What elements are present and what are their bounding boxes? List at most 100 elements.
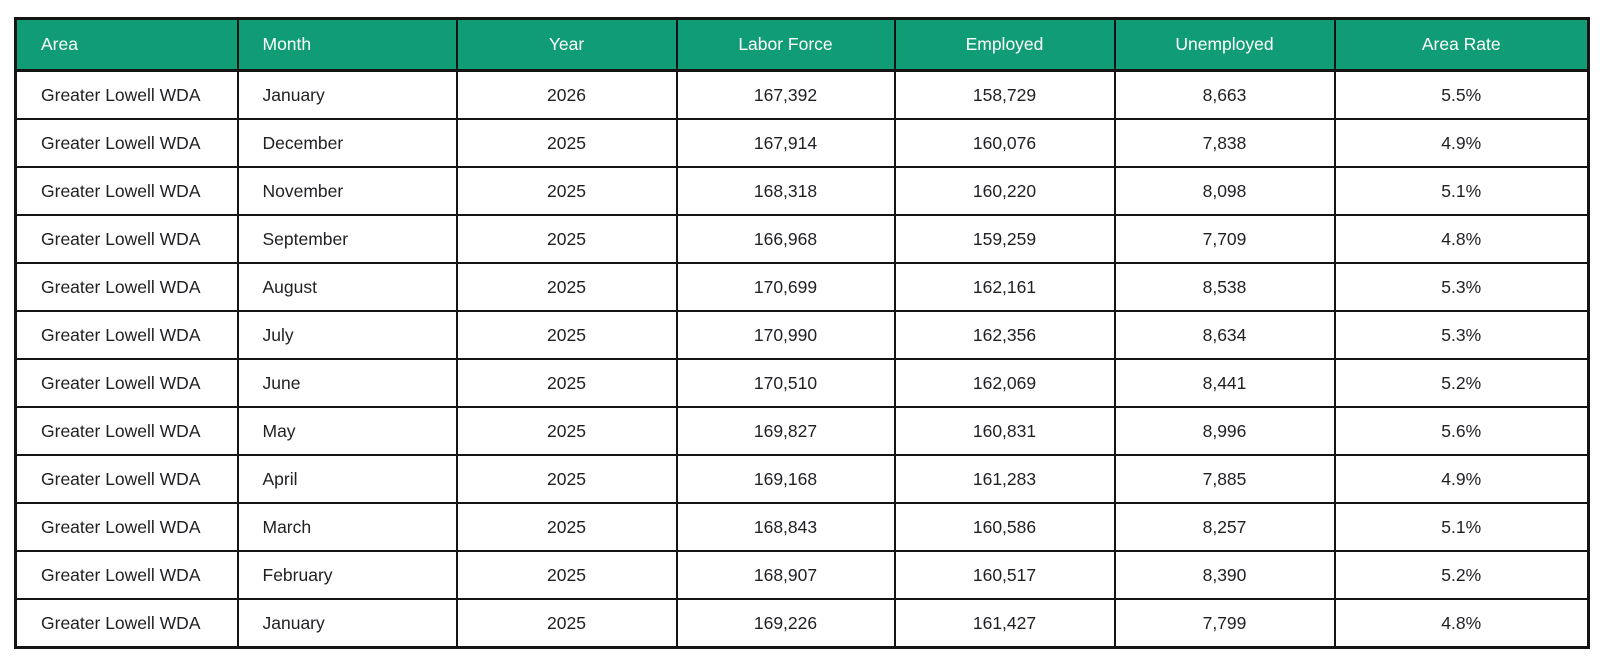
cell-area-rate: 4.9% <box>1333 454 1590 504</box>
cell-unemployed: 8,441 <box>1113 358 1336 408</box>
labor-force-table: Area Month Year Labor Force Employed Unemploy… <box>14 17 1590 649</box>
table-row: Greater Lowell WDA July 2025 170,990 162,356… <box>14 310 1590 360</box>
cell-area: Greater Lowell WDA <box>14 406 239 456</box>
cell-labor-force: 168,318 <box>675 166 896 216</box>
cell-area-rate: 4.8% <box>1333 214 1590 264</box>
cell-month: March <box>236 502 458 552</box>
cell-area: Greater Lowell WDA <box>14 310 239 360</box>
cell-employed: 158,729 <box>893 69 1116 120</box>
cell-month: January <box>236 69 458 120</box>
cell-employed: 162,069 <box>893 358 1116 408</box>
cell-unemployed: 8,257 <box>1113 502 1336 552</box>
cell-area: Greater Lowell WDA <box>14 118 239 168</box>
cell-area-rate: 5.6% <box>1333 406 1590 456</box>
table-row: Greater Lowell WDA January 2025 169,226 161,… <box>14 598 1590 649</box>
cell-labor-force: 169,827 <box>675 406 896 456</box>
cell-employed: 160,831 <box>893 406 1116 456</box>
cell-year: 2025 <box>455 214 678 264</box>
column-header-year: Year <box>455 17 678 72</box>
cell-area: Greater Lowell WDA <box>14 550 239 600</box>
cell-month: January <box>236 598 458 649</box>
cell-year: 2025 <box>455 406 678 456</box>
cell-labor-force: 167,392 <box>675 69 896 120</box>
cell-labor-force: 169,168 <box>675 454 896 504</box>
cell-month: December <box>236 118 458 168</box>
cell-month: July <box>236 310 458 360</box>
cell-year: 2025 <box>455 358 678 408</box>
header-row: Area Month Year Labor Force Employed Unemploy… <box>14 17 1590 72</box>
column-header-month: Month <box>236 17 458 72</box>
table-header: Area Month Year Labor Force Employed Unemploy… <box>14 17 1590 72</box>
cell-area-rate: 5.2% <box>1333 358 1590 408</box>
cell-area-rate: 5.5% <box>1333 69 1590 120</box>
column-header-area-rate: Area Rate <box>1333 17 1590 72</box>
cell-labor-force: 167,914 <box>675 118 896 168</box>
table-row: Greater Lowell WDA June 2025 170,510 162,069… <box>14 358 1590 408</box>
cell-employed: 161,427 <box>893 598 1116 649</box>
cell-labor-force: 170,990 <box>675 310 896 360</box>
cell-unemployed: 7,799 <box>1113 598 1336 649</box>
cell-year: 2025 <box>455 598 678 649</box>
cell-unemployed: 8,996 <box>1113 406 1336 456</box>
table-row: Greater Lowell WDA April 2025 169,168 161,28… <box>14 454 1590 504</box>
column-header-area: Area <box>14 17 239 72</box>
cell-employed: 161,283 <box>893 454 1116 504</box>
cell-area: Greater Lowell WDA <box>14 454 239 504</box>
cell-unemployed: 8,098 <box>1113 166 1336 216</box>
cell-area-rate: 5.1% <box>1333 502 1590 552</box>
cell-unemployed: 7,709 <box>1113 214 1336 264</box>
cell-year: 2025 <box>455 454 678 504</box>
column-header-labor-force: Labor Force <box>675 17 896 72</box>
cell-labor-force: 169,226 <box>675 598 896 649</box>
cell-area-rate: 5.1% <box>1333 166 1590 216</box>
cell-labor-force: 170,510 <box>675 358 896 408</box>
cell-month: February <box>236 550 458 600</box>
cell-area-rate: 5.3% <box>1333 262 1590 312</box>
cell-unemployed: 8,663 <box>1113 69 1336 120</box>
cell-area-rate: 5.2% <box>1333 550 1590 600</box>
cell-employed: 160,586 <box>893 502 1116 552</box>
cell-area: Greater Lowell WDA <box>14 214 239 264</box>
cell-year: 2025 <box>455 550 678 600</box>
column-header-employed: Employed <box>893 17 1116 72</box>
cell-month: April <box>236 454 458 504</box>
cell-employed: 159,259 <box>893 214 1116 264</box>
cell-employed: 160,517 <box>893 550 1116 600</box>
cell-year: 2025 <box>455 118 678 168</box>
cell-year: 2025 <box>455 262 678 312</box>
cell-month: November <box>236 166 458 216</box>
cell-unemployed: 7,838 <box>1113 118 1336 168</box>
cell-month: September <box>236 214 458 264</box>
cell-unemployed: 8,634 <box>1113 310 1336 360</box>
table-row: Greater Lowell WDA January 2026 167,392 158,… <box>14 69 1590 120</box>
cell-employed: 160,076 <box>893 118 1116 168</box>
cell-unemployed: 8,390 <box>1113 550 1336 600</box>
table-row: Greater Lowell WDA May 2025 169,827 160,831 8… <box>14 406 1590 456</box>
table-row: Greater Lowell WDA September 2025 166,968 15… <box>14 214 1590 264</box>
cell-area: Greater Lowell WDA <box>14 166 239 216</box>
cell-year: 2025 <box>455 502 678 552</box>
cell-area-rate: 5.3% <box>1333 310 1590 360</box>
table-row: Greater Lowell WDA November 2025 168,318 160… <box>14 166 1590 216</box>
cell-employed: 162,161 <box>893 262 1116 312</box>
table-body: Greater Lowell WDA January 2026 167,392 158,… <box>14 69 1590 649</box>
cell-area: Greater Lowell WDA <box>14 502 239 552</box>
cell-area: Greater Lowell WDA <box>14 69 239 120</box>
table-row: Greater Lowell WDA December 2025 167,914 160… <box>14 118 1590 168</box>
cell-area: Greater Lowell WDA <box>14 262 239 312</box>
cell-unemployed: 7,885 <box>1113 454 1336 504</box>
cell-year: 2026 <box>455 69 678 120</box>
cell-year: 2025 <box>455 166 678 216</box>
cell-year: 2025 <box>455 310 678 360</box>
cell-month: May <box>236 406 458 456</box>
cell-month: August <box>236 262 458 312</box>
column-header-unemployed: Unemployed <box>1113 17 1336 72</box>
cell-labor-force: 170,699 <box>675 262 896 312</box>
table-row: Greater Lowell WDA August 2025 170,699 162,1… <box>14 262 1590 312</box>
cell-area: Greater Lowell WDA <box>14 358 239 408</box>
cell-employed: 160,220 <box>893 166 1116 216</box>
cell-labor-force: 166,968 <box>675 214 896 264</box>
cell-area-rate: 4.8% <box>1333 598 1590 649</box>
cell-unemployed: 8,538 <box>1113 262 1336 312</box>
cell-employed: 162,356 <box>893 310 1116 360</box>
